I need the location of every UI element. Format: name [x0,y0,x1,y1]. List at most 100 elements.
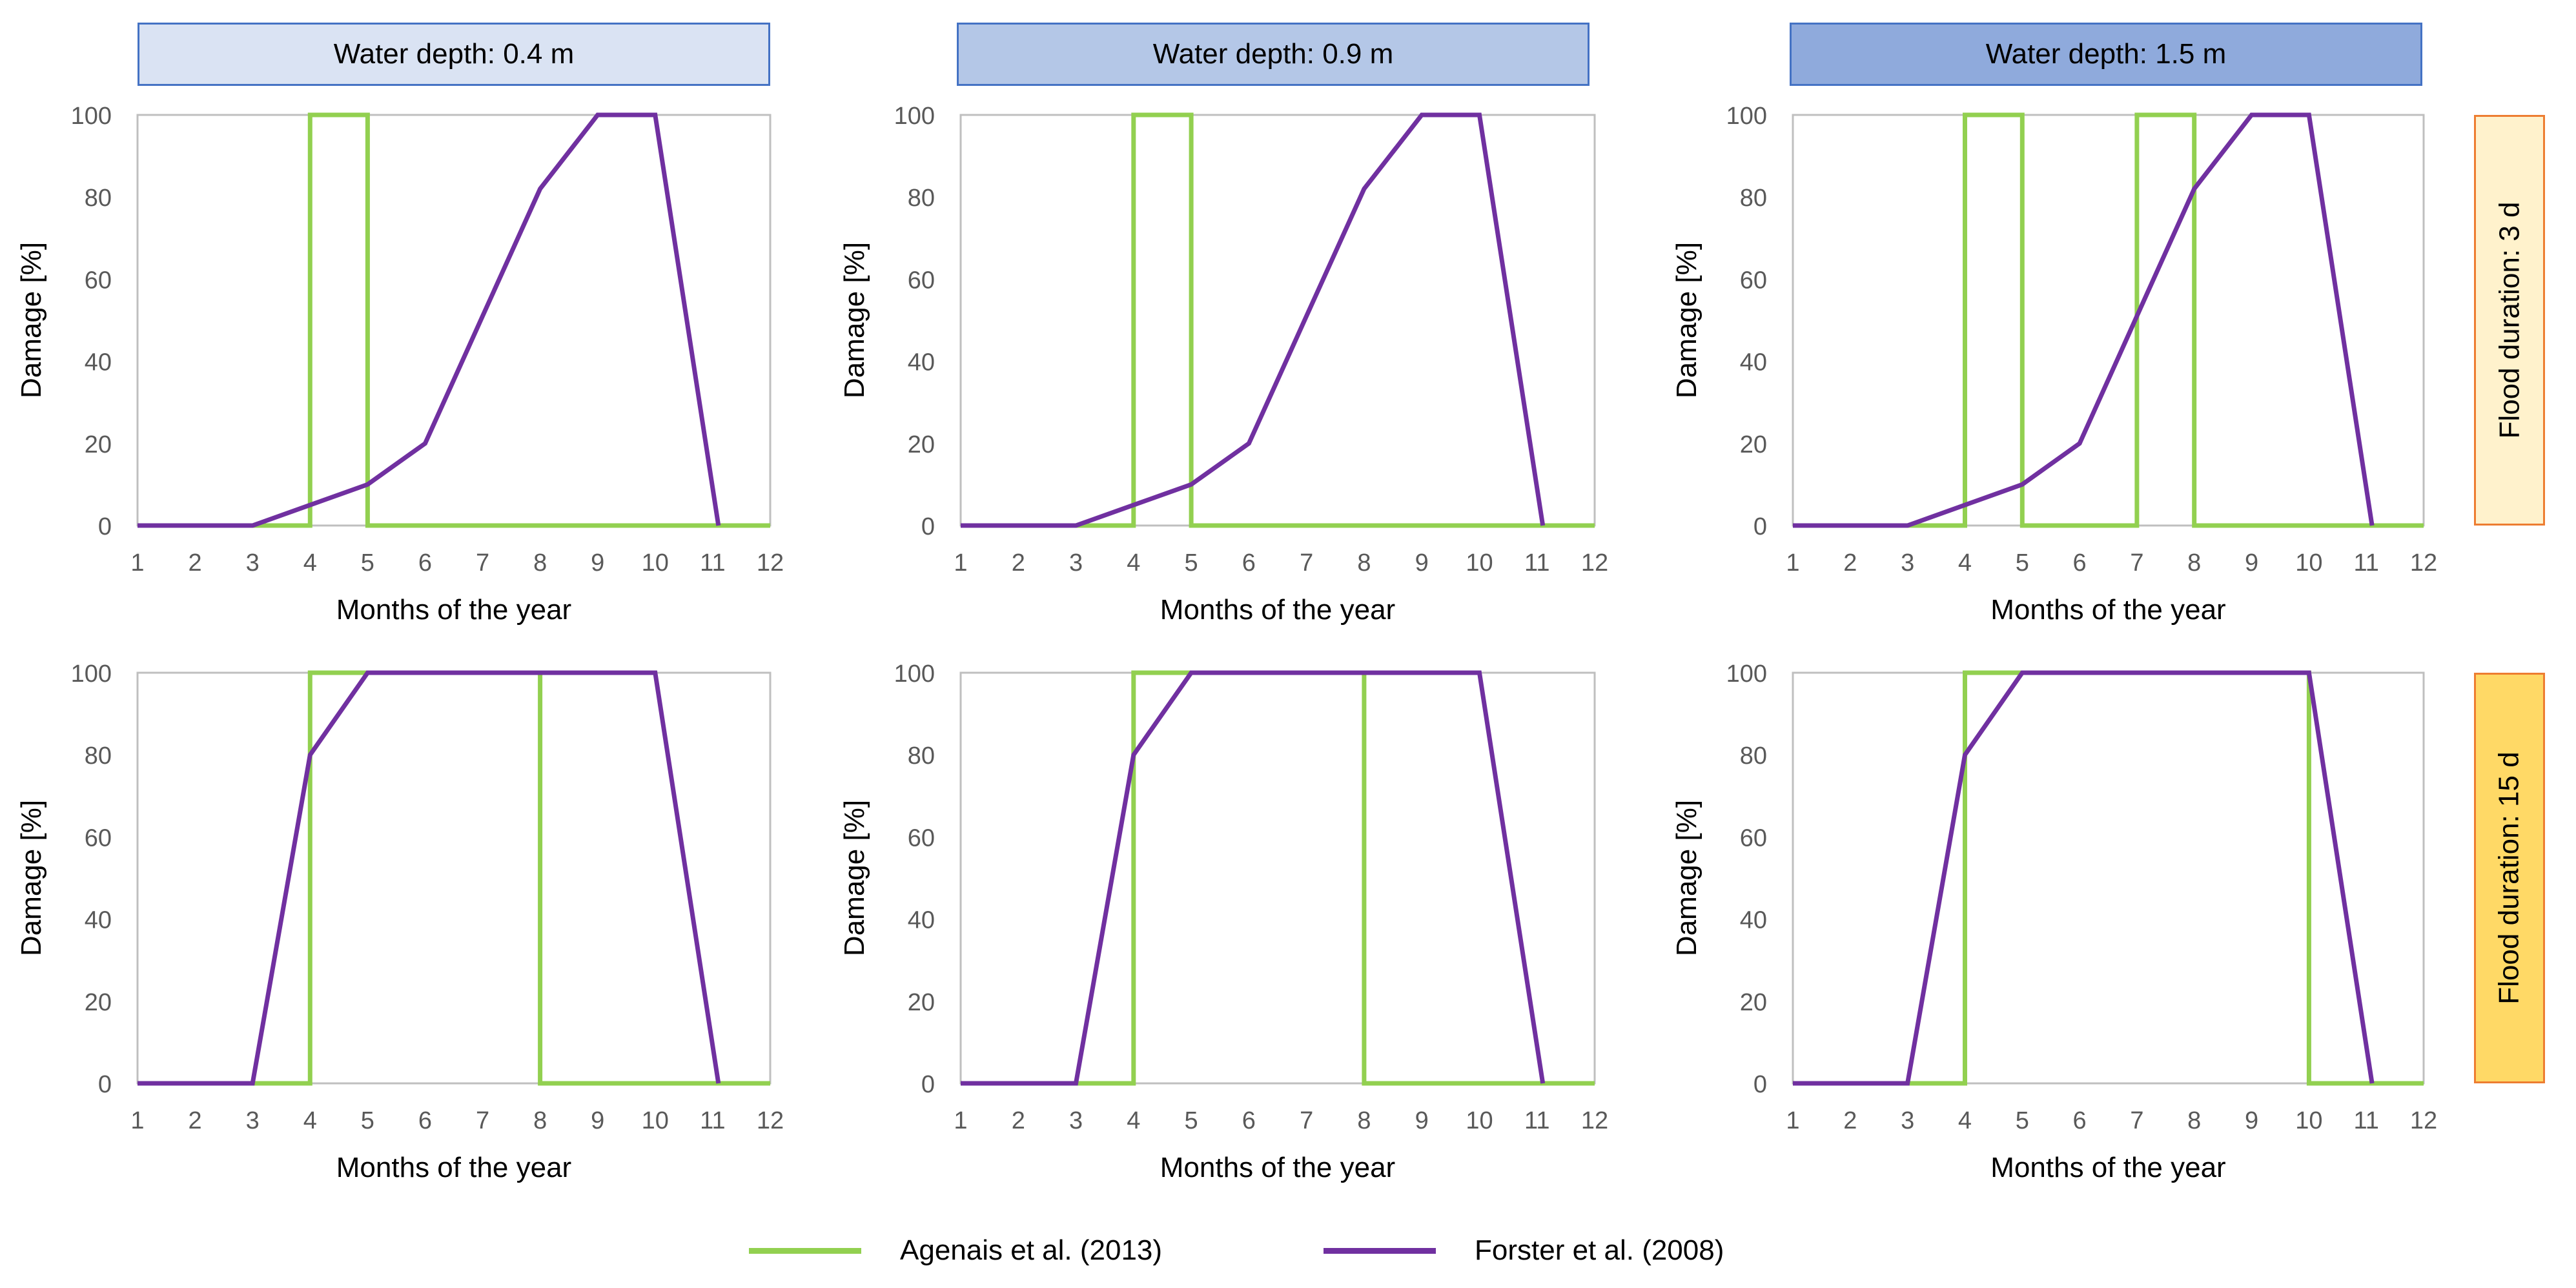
y-tick-label: 100 [894,103,935,130]
legend-label-agenais: Agenais et al. (2013) [900,1234,1163,1266]
y-tick-label: 0 [921,1071,935,1098]
x-tick-label: 6 [2073,1107,2087,1134]
x-tick-label: 12 [757,549,784,577]
series-line-forster [1793,670,2375,1086]
x-tick-label: 7 [2130,1107,2143,1134]
row-header-duration-15d: Flood duration: 15 d [2474,673,2545,1083]
x-tick-label: 5 [2016,1107,2029,1134]
x-tick-label: 5 [1185,549,1198,577]
x-tick-label: 7 [2130,549,2143,577]
x-tick-label: 3 [246,549,260,577]
column-header-depth-0-9: Water depth: 0.9 m [957,23,1590,86]
x-tick-label: 4 [303,549,317,577]
series-line-forster [961,112,1546,528]
y-tick-label: 20 [85,431,112,458]
x-tick-label: 1 [1786,1107,1799,1134]
x-tick-label: 6 [418,1107,432,1134]
y-tick-label: 40 [1740,907,1767,934]
y-tick-label: 40 [908,907,935,934]
x-tick-label: 11 [1524,1107,1549,1134]
y-tick-label: 20 [908,989,935,1016]
y-axis-label: Damage [%] [15,800,47,956]
y-tick-label: 100 [71,103,112,130]
x-tick-label: 4 [1958,1107,1972,1134]
x-tick-label: 5 [2016,549,2029,577]
x-tick-label: 10 [1466,549,1493,577]
y-tick-label: 100 [1726,103,1767,130]
y-tick-label: 0 [1753,1071,1767,1098]
x-tick-label: 9 [1415,549,1429,577]
x-tick-label: 5 [1185,1107,1198,1134]
x-tick-label: 8 [1357,1107,1371,1134]
x-tick-label: 11 [700,1107,725,1134]
x-tick-label: 4 [303,1107,317,1134]
series-line-agenais [1793,670,2424,1086]
x-tick-label: 12 [757,1107,784,1134]
x-tick-label: 12 [2410,549,2437,577]
x-tick-label: 3 [1901,1107,1914,1134]
plot-area-frame [136,671,772,1085]
x-tick-label: 3 [1069,549,1083,577]
y-tick-label: 40 [85,349,112,376]
x-tick-label: 8 [2187,549,2201,577]
x-tick-label: 5 [361,549,374,577]
row-header-duration-3d: Flood duration: 3 d [2474,115,2545,526]
x-tick-label: 4 [1127,1107,1140,1134]
x-tick-label: 1 [954,549,967,577]
y-tick-label: 100 [894,660,935,688]
x-tick-label: 1 [1786,549,1799,577]
y-tick-label: 80 [1740,742,1767,770]
x-tick-label: 12 [1581,1107,1608,1134]
plot-area-frame [1792,671,2425,1085]
y-tick-label: 60 [908,824,935,852]
plot-area-frame [1792,114,2425,527]
series-line-agenais [961,670,1595,1086]
x-tick-label: 10 [1466,1107,1493,1134]
y-axis-label: Damage [%] [839,800,870,956]
x-axis-label: Months of the year [1990,594,2225,626]
x-tick-label: 8 [1357,549,1371,577]
x-tick-label: 5 [361,1107,374,1134]
x-tick-label: 2 [1843,549,1857,577]
plot-area-frame [136,114,772,527]
x-tick-label: 8 [533,1107,547,1134]
y-tick-label: 80 [85,742,112,770]
column-header-depth-1-5: Water depth: 1.5 m [1790,23,2422,86]
x-tick-label: 6 [1242,1107,1256,1134]
x-tick-label: 10 [642,1107,669,1134]
x-axis-label: Months of the year [1990,1152,2225,1183]
series-line-forster [138,670,721,1086]
y-tick-label: 20 [85,989,112,1016]
y-tick-label: 60 [85,824,112,852]
x-tick-label: 9 [2245,1107,2258,1134]
x-tick-label: 2 [189,549,202,577]
x-tick-label: 3 [1901,549,1914,577]
x-tick-label: 7 [476,1107,489,1134]
legend-swatch-forster [1324,1247,1436,1254]
x-tick-label: 2 [1012,1107,1025,1134]
x-tick-label: 1 [130,1107,144,1134]
legend-item-agenais: Agenais et al. (2013) [749,1227,1162,1274]
series-line-agenais [138,112,770,528]
x-tick-label: 12 [1581,549,1608,577]
x-tick-label: 2 [189,1107,202,1134]
y-tick-label: 80 [908,742,935,770]
x-tick-label: 6 [418,549,432,577]
x-tick-label: 11 [1524,549,1549,577]
y-tick-label: 0 [921,513,935,540]
x-tick-label: 8 [533,549,547,577]
x-tick-label: 9 [591,1107,604,1134]
x-axis-label: Months of the year [1160,1152,1395,1183]
x-axis-label: Months of the year [1160,594,1395,626]
x-tick-label: 7 [1300,1107,1313,1134]
y-axis-label: Damage [%] [839,242,870,398]
plot-area-frame [959,114,1596,527]
y-axis-label: Damage [%] [1671,800,1702,956]
x-tick-label: 9 [2245,549,2258,577]
x-tick-label: 11 [2353,549,2378,577]
